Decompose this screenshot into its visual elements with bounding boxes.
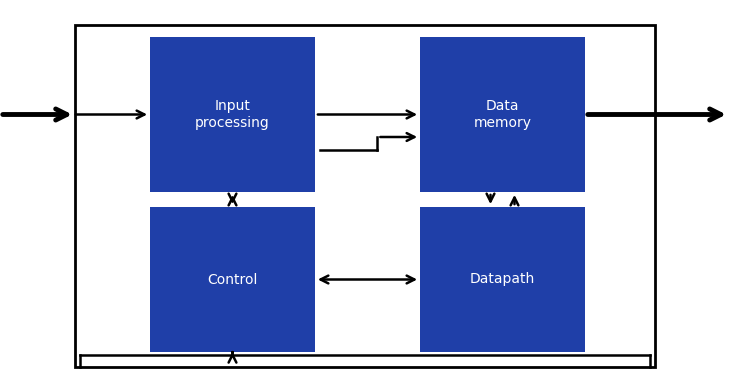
Bar	[150, 37, 315, 192]
Bar	[420, 207, 585, 352]
Text: Data
memory: Data memory	[474, 99, 531, 129]
Bar	[420, 37, 585, 192]
Text: Control: Control	[207, 272, 257, 286]
Text: Datapath: Datapath	[470, 272, 535, 286]
Text: Input
processing: Input processing	[195, 99, 270, 129]
Bar	[150, 207, 315, 352]
Bar	[75, 25, 655, 367]
